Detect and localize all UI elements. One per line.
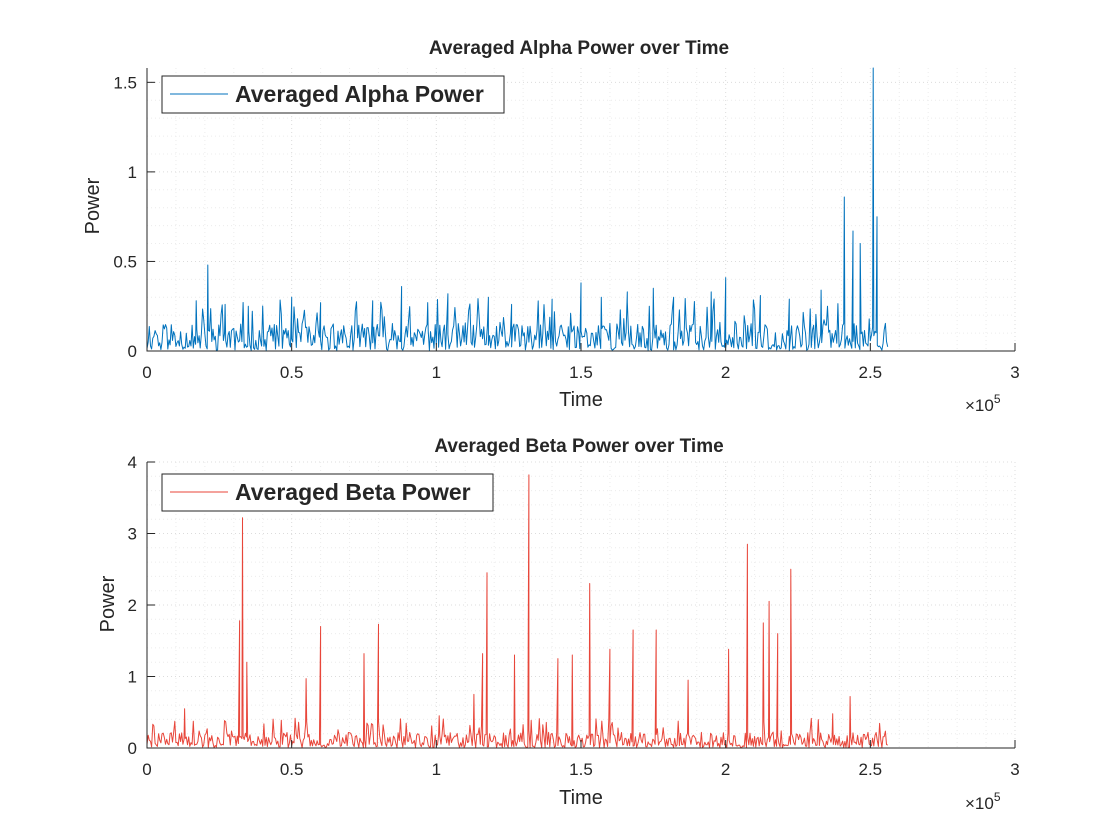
y-tick-label: 0 [128, 342, 137, 361]
x-tick-label: 0.5 [280, 363, 304, 382]
alpha-x-exponent: ×105 [965, 392, 1001, 415]
alpha-y-tick-labels: 0 0.5 1 1.5 [113, 73, 155, 361]
beta-x-exponent: ×105 [965, 790, 1001, 813]
beta-series-line [146, 474, 888, 749]
alpha-y-axis-label: Power [82, 177, 104, 234]
beta-y-tick-labels: 0 1 2 3 4 [128, 453, 155, 758]
beta-legend: Averaged Beta Power [161, 473, 494, 512]
x-tick-label: 0 [142, 760, 151, 779]
beta-power-series [146, 474, 888, 749]
beta-x-tick-labels: 0 0.5 1 1.5 2 2.5 3 [142, 740, 1020, 779]
y-tick-label: 2 [128, 596, 137, 615]
x-tick-label: 1 [432, 363, 441, 382]
alpha-x-tick-labels: 0 0.5 1 1.5 2 2.5 3 [142, 343, 1020, 382]
x-tick-label: 2.5 [859, 760, 883, 779]
x-tick-label: 1 [432, 760, 441, 779]
beta-title: Averaged Beta Power over Time [434, 436, 723, 457]
y-tick-label: 4 [128, 453, 137, 472]
alpha-legend-label: Averaged Alpha Power [235, 81, 484, 107]
beta-axes: 0 0.5 1 1.5 2 2.5 3 0 1 2 3 4 Averaged Beta Power … [97, 436, 1020, 813]
x-tick-label: 0.5 [280, 760, 304, 779]
alpha-axes: 0 0.5 1 1.5 2 2.5 3 0 0.5 1 1.5 Averaged Alpha Po… [82, 38, 1020, 415]
y-tick-label: 1.5 [113, 73, 137, 92]
x-tick-label: 0 [142, 363, 151, 382]
x-tick-label: 3 [1010, 363, 1019, 382]
x-tick-label: 2.5 [859, 363, 883, 382]
y-tick-label: 1 [128, 163, 137, 182]
beta-legend-label: Averaged Beta Power [235, 479, 471, 505]
x-tick-label: 2 [721, 760, 730, 779]
alpha-legend: Averaged Alpha Power [161, 75, 505, 114]
y-tick-label: 1 [128, 668, 137, 687]
y-tick-label: 0 [128, 739, 137, 758]
x-tick-label: 1.5 [569, 760, 593, 779]
alpha-x-axis-label: Time [559, 389, 603, 411]
y-tick-label: 0.5 [113, 252, 137, 271]
y-tick-label: 3 [128, 525, 137, 544]
x-tick-label: 3 [1010, 760, 1019, 779]
alpha-title: Averaged Alpha Power over Time [429, 38, 729, 59]
alpha-power-series [146, 67, 889, 351]
x-tick-label: 2 [721, 363, 730, 382]
alpha-series-line [146, 67, 889, 351]
x-tick-label: 1.5 [569, 363, 593, 382]
beta-y-axis-label: Power [97, 575, 119, 632]
beta-x-axis-label: Time [559, 787, 603, 809]
